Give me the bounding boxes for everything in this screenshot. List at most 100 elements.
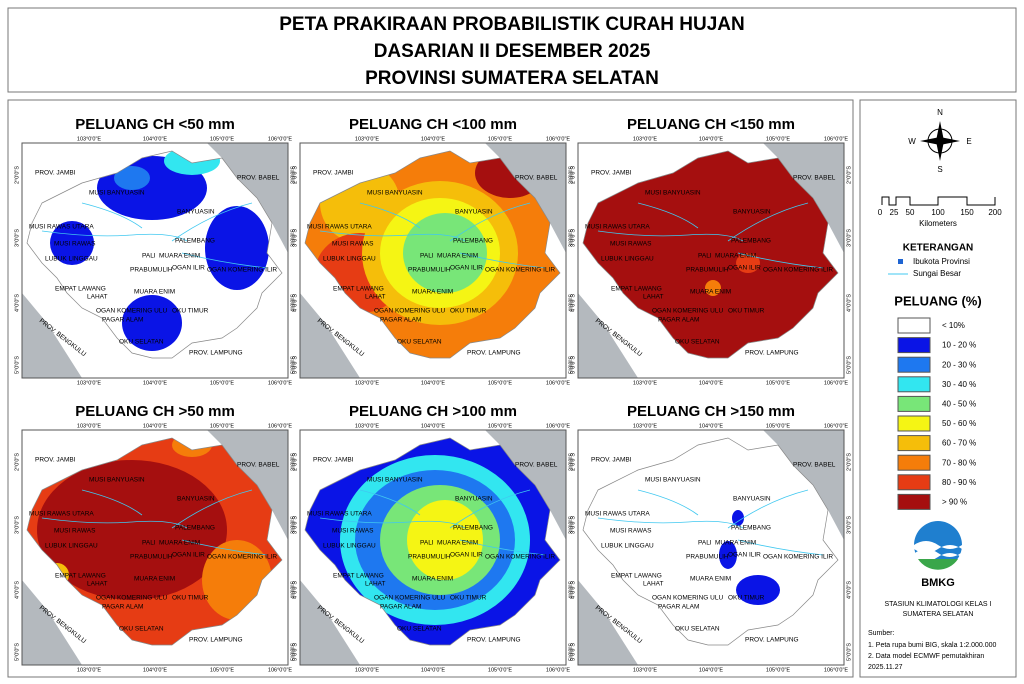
- region-label: BANYUASIN: [733, 209, 771, 216]
- region-label: PALI: [420, 540, 434, 547]
- header-line: PROVINSI SUMATERA SELATAN: [365, 68, 659, 89]
- region-label: MUARA ENIM: [412, 576, 453, 583]
- class-swatch: [897, 317, 931, 334]
- probability-area: [407, 500, 483, 580]
- region-label: PRABUMULIH: [130, 554, 173, 561]
- probability-area: [736, 575, 780, 605]
- region-label: OKU SELATAN: [675, 339, 720, 346]
- lat-label: 3°0'0"S: [568, 516, 574, 534]
- region-label: OKU SELATAN: [675, 626, 720, 633]
- lon-label: 103°0'0"E: [355, 667, 379, 673]
- region-label: PROV. LAMPUNG: [189, 350, 243, 357]
- region-label: PROV. BABEL: [793, 462, 836, 469]
- panel-title: PELUANG CH >150 mm: [627, 403, 795, 420]
- scale-tick: 50: [906, 208, 915, 217]
- bmkg-logo: [914, 521, 962, 570]
- class-swatch: [897, 337, 931, 354]
- region-label: PALI: [698, 540, 712, 547]
- region-label: PAGAR ALAM: [380, 604, 421, 611]
- region-label: OGAN KOMERING ULU: [652, 595, 723, 602]
- region-label: PALEMBANG: [453, 525, 493, 532]
- lon-label: 106°0'0"E: [546, 380, 570, 386]
- sea: [763, 143, 844, 253]
- class-label: < 10%: [942, 321, 965, 330]
- lat-label: 3°0'0"S: [568, 229, 574, 247]
- region-label: PROV. JAMBI: [35, 170, 76, 177]
- compass-s: S: [937, 165, 942, 174]
- region-label: OGAN KOMERING ILIR: [485, 554, 555, 561]
- lat-label: 5°0'0"S: [846, 643, 852, 661]
- region-label: MUARA ENIM: [159, 540, 200, 547]
- logo-text: BMKG: [921, 577, 955, 589]
- region-label: EMPAT LAWANG: [55, 286, 106, 293]
- class-label: 50 - 60 %: [942, 419, 976, 428]
- region-label: EMPAT LAWANG: [55, 573, 106, 580]
- lon-label: 103°0'0"E: [633, 667, 657, 673]
- lat-label: 4°0'0"S: [290, 581, 296, 599]
- class-swatch: [897, 415, 931, 432]
- region-label: MUARA ENIM: [412, 289, 453, 296]
- region-label: PALEMBANG: [453, 238, 493, 245]
- lat-label: 2°0'0"S: [846, 453, 852, 471]
- region-label: OGAN KOMERING ILIR: [763, 267, 833, 274]
- lat-label: 4°0'0"S: [14, 294, 20, 312]
- region-label: LUBUK LINGGAU: [323, 256, 376, 263]
- region-label: LAHAT: [87, 581, 107, 588]
- lon-label: 104°0'0"E: [421, 423, 445, 429]
- lon-label: 105°0'0"E: [210, 423, 234, 429]
- lat-label: 3°0'0"S: [570, 229, 576, 247]
- region-label: PROV. JAMBI: [591, 457, 632, 464]
- region-label: PALI: [420, 253, 434, 260]
- province-outline: [582, 150, 839, 359]
- region-label: PRABUMULIH: [686, 554, 729, 561]
- river: [319, 489, 546, 556]
- region-label: MUSI BANYUASIN: [645, 477, 701, 484]
- region-label: PALEMBANG: [175, 238, 215, 245]
- sea: [578, 580, 638, 665]
- region-label: OKU TIMUR: [728, 308, 765, 315]
- region-label: LUBUK LINGGAU: [601, 256, 654, 263]
- peluang-title: PELUANG (%): [894, 293, 981, 308]
- class-label: 80 - 90 %: [942, 478, 976, 487]
- lon-label: 106°0'0"E: [268, 667, 292, 673]
- region-label: MUSI BANYUASIN: [89, 477, 145, 484]
- region-label: LAHAT: [87, 294, 107, 301]
- keterangan-item: Ibukota Provinsi: [913, 257, 970, 266]
- lat-label: 4°0'0"S: [292, 581, 298, 599]
- lat-label: 5°0'0"S: [570, 356, 576, 374]
- lat-label: 4°0'0"S: [568, 581, 574, 599]
- region-label: LAHAT: [365, 581, 385, 588]
- region-label: LUBUK LINGGAU: [45, 256, 98, 263]
- map-frame: [577, 429, 845, 666]
- panel-map: PROV. JAMBI PROV. BABEL MUSI BANYUASIN BANY…: [292, 423, 574, 673]
- sea: [300, 580, 360, 665]
- lat-label: 2°0'0"S: [290, 453, 296, 471]
- probability-area: [736, 253, 760, 273]
- region-label: MUSI BANYUASIN: [645, 190, 701, 197]
- river: [41, 202, 268, 269]
- scale-tick: 200: [988, 208, 1002, 217]
- lon-label: 103°0'0"E: [355, 423, 379, 429]
- region-label: EMPAT LAWANG: [333, 286, 384, 293]
- lon-label: 103°0'0"E: [355, 136, 379, 142]
- region-label: MUSI BANYUASIN: [89, 190, 145, 197]
- lon-label: 104°0'0"E: [699, 423, 723, 429]
- region-label: PALEMBANG: [731, 238, 771, 245]
- source-line: 1. Peta rupa bumi BIG, skala 1:2.000.000: [868, 642, 997, 649]
- scale-bar: [881, 196, 996, 206]
- sea: [22, 580, 82, 665]
- lat-label: 5°0'0"S: [568, 643, 574, 661]
- lat-label: 4°0'0"S: [568, 294, 574, 312]
- lat-label: 3°0'0"S: [290, 516, 296, 534]
- region-label: MUARA ENIM: [134, 289, 175, 296]
- map-frame: [299, 429, 567, 666]
- lon-label: 106°0'0"E: [268, 423, 292, 429]
- lat-label: 4°0'0"S: [292, 294, 298, 312]
- scale-tick: 100: [931, 208, 945, 217]
- lat-label: 5°0'0"S: [846, 356, 852, 374]
- scale-tick: 150: [960, 208, 974, 217]
- lat-label: 2°0'0"S: [290, 166, 296, 184]
- lat-label: 3°0'0"S: [14, 516, 20, 534]
- probability-area: [122, 295, 182, 351]
- lon-label: 106°0'0"E: [824, 667, 848, 673]
